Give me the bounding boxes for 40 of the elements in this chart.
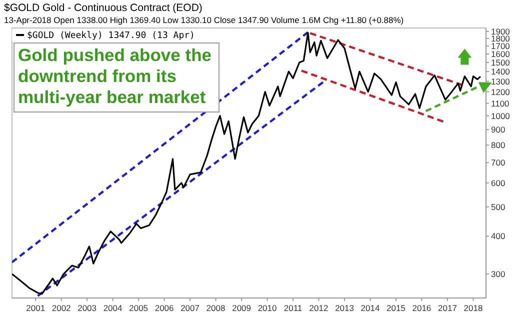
x-tick-label: 2017	[438, 303, 458, 313]
y-tick-label: 1600	[491, 49, 510, 60]
x-tick-label: 2016	[412, 303, 432, 313]
y-tick-label: 1400	[491, 66, 510, 77]
x-tick-label: 2002	[52, 303, 72, 313]
y-tick-label: 800	[491, 140, 506, 150]
x-tick-label: 2013	[335, 303, 354, 313]
y-tick-label: 500	[491, 202, 506, 212]
x-tick-label: 2004	[103, 303, 123, 313]
y-tick-label: 300	[491, 269, 506, 280]
x-tick-label: 2011	[284, 303, 302, 313]
x-tick-label: 2009	[232, 303, 252, 313]
chart-subtitle: 13-Apr-2018 Open 1338.00 High 1369.40 Low 1330.10 Close 1347.90 Volume 1.6M Chg +11.80 (+0.88%)	[4, 15, 404, 25]
x-tick-label: 2018	[464, 303, 483, 313]
y-tick-label: 1200	[491, 86, 510, 97]
y-tick-label: 700	[491, 158, 506, 168]
chart-title: $GOLD Gold - Continuous Contract (EOD)	[4, 2, 202, 14]
y-tick-label: 1000	[491, 110, 510, 121]
x-tick-label: 2007	[180, 303, 200, 313]
line-series	[12, 32, 482, 295]
y-tick-label: 900	[491, 124, 506, 135]
y-tick-label: 400	[491, 231, 506, 242]
y-tick-label: 1800	[491, 34, 510, 44]
x-tick-label: 2014	[360, 303, 380, 313]
y-tick-label: 1700	[491, 41, 510, 52]
y-tick-label: 1500	[491, 57, 510, 68]
x-tick-label: 2012	[309, 303, 328, 313]
y-tick-label: 600	[491, 178, 506, 188]
y-tick-label: 1900	[491, 26, 510, 36]
annotation: Gold pushed above the downtrend from its multi-year bear market	[18, 45, 212, 107]
x-tick-label: 2010	[258, 303, 278, 313]
x-tick-label: 2015	[386, 303, 406, 313]
x-tick-label: 2003	[78, 303, 97, 313]
x-tick-label: 2008	[206, 303, 226, 313]
x-tick-label: 2006	[154, 303, 174, 313]
y-tick-label: 1300	[491, 76, 510, 86]
y-tick-label: 1100	[491, 98, 510, 108]
legend-label: $GOLD (Weekly) 1347.90 (13 Apr)	[27, 31, 195, 41]
x-tick-label: 2005	[129, 303, 148, 313]
x-tick-label: 2001	[26, 303, 46, 313]
